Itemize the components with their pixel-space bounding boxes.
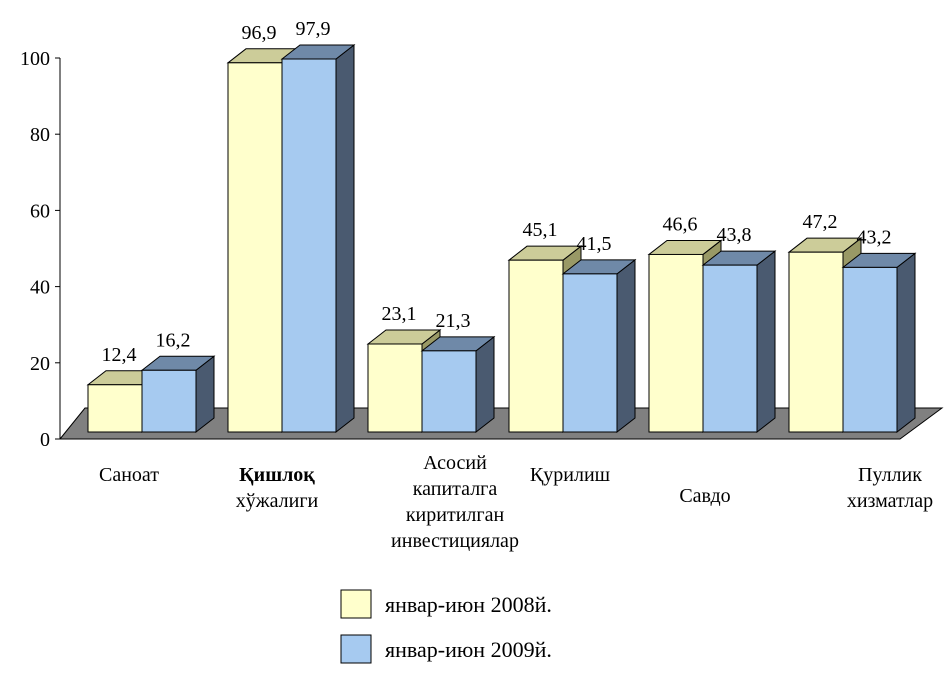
legend-label: январ-июн 2009й. — [385, 637, 552, 662]
category-label: Қурилиш — [530, 464, 611, 486]
data-label: 43,2 — [857, 226, 892, 248]
bar — [841, 252, 917, 434]
y-tick-label: 60 — [30, 200, 50, 222]
bar-front — [367, 343, 423, 433]
data-label: 16,2 — [156, 329, 191, 351]
y-tick-label: 80 — [30, 124, 50, 146]
category-label: Савдо — [679, 485, 730, 507]
data-label: 45,1 — [523, 219, 558, 241]
y-tick-label: 20 — [30, 353, 50, 375]
bar-front — [842, 266, 898, 433]
category-label: Пуллик — [858, 464, 922, 486]
bar-side — [475, 335, 495, 434]
bar-front — [648, 253, 704, 433]
legend-swatch — [340, 589, 372, 619]
bar-front — [508, 259, 564, 433]
bar-side — [335, 43, 355, 434]
category-label: хизматлар — [847, 490, 933, 512]
bar-front — [702, 264, 758, 433]
bar-front — [562, 273, 618, 433]
bar-side — [896, 252, 916, 434]
data-label: 23,1 — [382, 303, 417, 325]
category-label: Қишлоқ — [239, 464, 315, 486]
bar — [140, 355, 216, 434]
legend-swatch — [340, 634, 372, 664]
category-label: Саноат — [99, 464, 159, 486]
y-tick-label: 0 — [40, 429, 50, 451]
data-label: 21,3 — [436, 310, 471, 332]
bar — [280, 43, 356, 434]
bar-side — [616, 258, 636, 434]
category-label: киритилган — [406, 504, 505, 526]
bar-front — [281, 58, 337, 433]
bar-front — [421, 350, 477, 433]
bar-front — [227, 62, 283, 433]
category-label: хўжалиги — [236, 490, 319, 512]
y-tick-label: 100 — [20, 48, 50, 70]
y-tick-label: 40 — [30, 277, 50, 299]
bar-side — [756, 250, 776, 434]
legend-item: январ-июн 2008й. — [340, 589, 552, 619]
bar — [420, 335, 496, 434]
legend-item: январ-июн 2009й. — [340, 634, 552, 664]
data-label: 97,9 — [296, 18, 331, 40]
bar-front — [141, 369, 197, 433]
data-label: 43,8 — [717, 224, 752, 246]
bar — [561, 258, 637, 434]
bar-front — [87, 384, 143, 433]
data-label: 41,5 — [577, 233, 612, 255]
data-label: 46,6 — [663, 213, 698, 235]
bar — [701, 250, 777, 434]
data-label: 96,9 — [242, 22, 277, 44]
data-label: 47,2 — [803, 211, 838, 233]
category-label: капиталга — [413, 478, 498, 500]
data-label: 12,4 — [102, 344, 137, 366]
legend-label: январ-июн 2008й. — [385, 592, 552, 617]
category-label: инвестициялар — [391, 530, 519, 552]
bar-front — [788, 251, 844, 433]
category-label: Асосий — [423, 452, 487, 474]
